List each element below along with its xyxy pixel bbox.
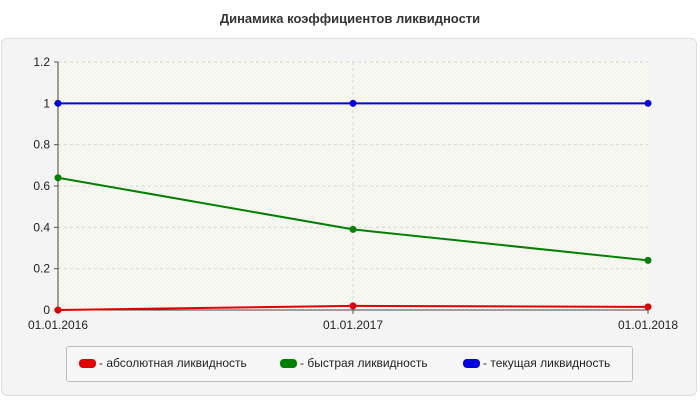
y-tick-label: 0.8	[33, 138, 50, 152]
data-point	[349, 225, 357, 233]
data-point	[54, 306, 62, 314]
data-point	[54, 99, 62, 107]
legend-swatch-green	[280, 358, 297, 368]
legend-label: - абсолютная ликвидность	[99, 356, 247, 370]
legend-swatch-red	[79, 358, 96, 368]
series	[54, 99, 652, 314]
y-tick-label: 1	[43, 96, 50, 110]
legend-item-quick: - быстрая ликвидность	[280, 356, 428, 370]
y-tick-label: 0	[43, 303, 50, 317]
legend-item-current: - текущая ликвидность	[463, 356, 610, 370]
data-point	[644, 303, 652, 311]
y-tick-label: 0.2	[33, 262, 50, 276]
y-tick-label: 1.2	[33, 55, 50, 69]
x-tick-label: 01.01.2016	[28, 318, 88, 332]
y-tick-label: 0.4	[33, 220, 50, 234]
legend-label: - текущая ликвидность	[483, 356, 611, 370]
y-tick-label: 0.6	[33, 179, 50, 193]
data-point	[54, 174, 62, 182]
legend-swatch-blue	[463, 358, 480, 368]
x-tick-label: 01.01.2018	[618, 318, 678, 332]
legend-label: - быстрая ликвидность	[300, 356, 428, 370]
legend-item-absolute: - абсолютная ликвидность	[79, 356, 247, 370]
x-tick-label: 01.01.2017	[323, 318, 383, 332]
data-point	[349, 99, 357, 107]
legend: - абсолютная ликвидность - быстрая ликви…	[66, 346, 633, 382]
data-point	[349, 302, 357, 310]
axes: 0 0.2 0.4 0.6 0.8 1 1.2 01.01.2016 01.01.2017 01.…	[28, 55, 678, 332]
data-point	[644, 256, 652, 264]
chart-title: Динамика коэффициентов ликвидности	[219, 11, 481, 26]
data-point	[644, 99, 652, 107]
